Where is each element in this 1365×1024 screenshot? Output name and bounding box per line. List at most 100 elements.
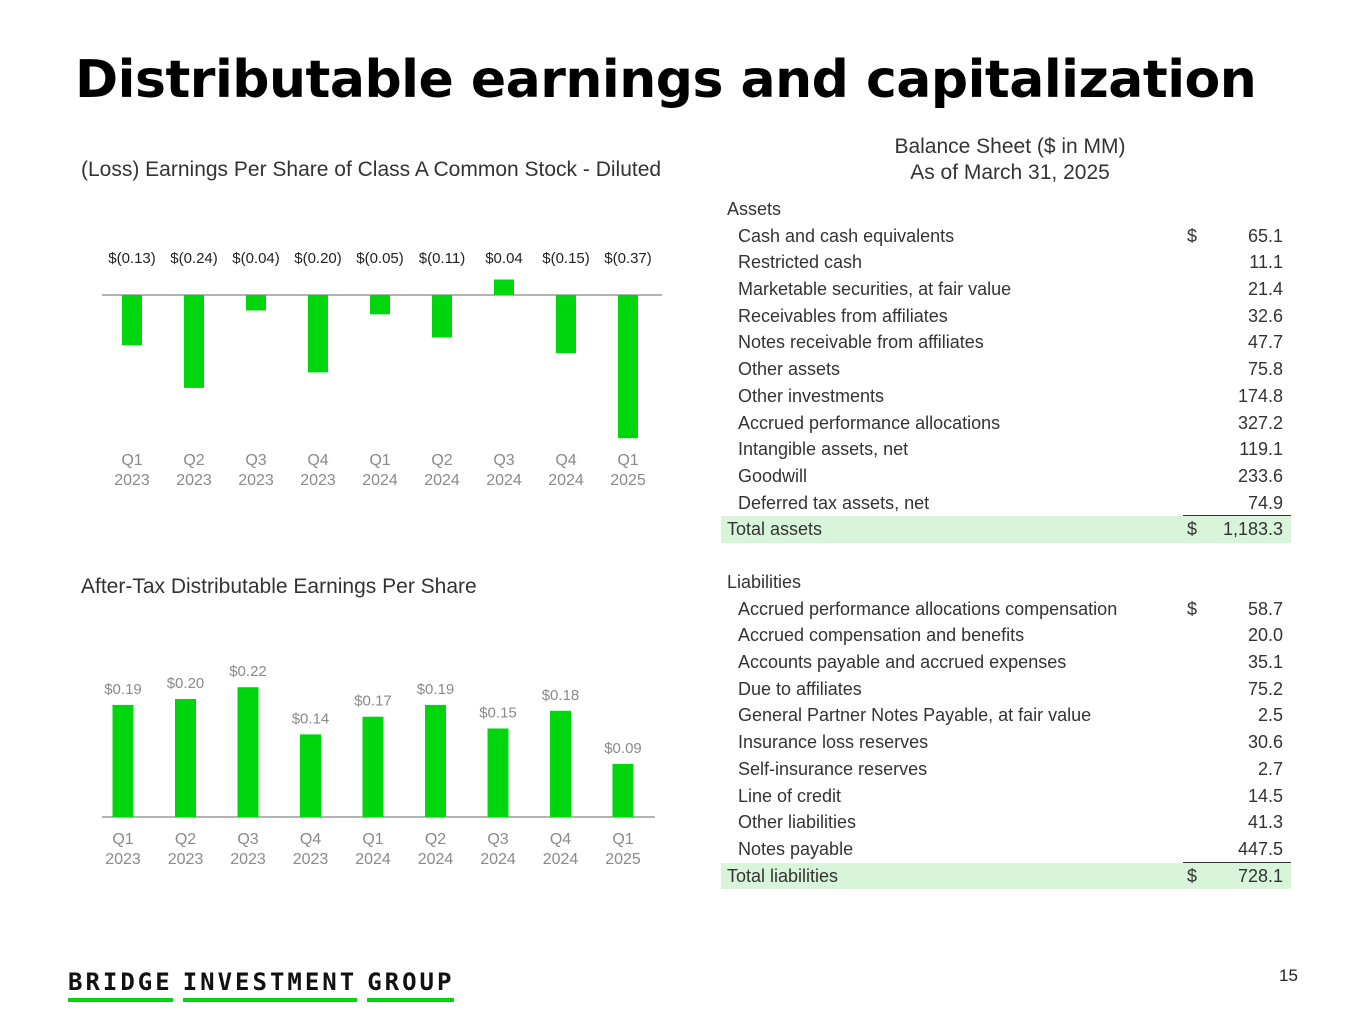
- eps-tick-label: Q1: [121, 452, 142, 469]
- de-tick-label: 2023: [105, 851, 141, 868]
- eps-data-label: $(0.13): [108, 250, 156, 267]
- eps-chart-title: (Loss) Earnings Per Share of Class A Com…: [81, 158, 662, 181]
- row-value: 2.7: [1257, 758, 1283, 779]
- eps-tick-label: 2023: [238, 472, 274, 489]
- table-row: Marketable securities, at fair value 21.4: [721, 276, 1291, 303]
- eps-tick-label: 2023: [300, 472, 336, 489]
- row-label: Other investments: [738, 385, 885, 406]
- table-row: Other liabilities 41.3: [721, 809, 1291, 836]
- de-chart-title: After-Tax Distributable Earnings Per Sha…: [81, 575, 477, 598]
- eps-bar: [184, 295, 204, 388]
- currency-symbol: $: [1187, 865, 1198, 886]
- table-row: Self-insurance reserves 2.7: [721, 756, 1291, 783]
- row-label: Total liabilities: [727, 865, 839, 886]
- eps-data-label: $(0.37): [604, 250, 652, 267]
- table-row: Accounts payable and accrued expenses 35.…: [721, 649, 1291, 676]
- de-data-label: $0.22: [229, 663, 267, 680]
- row-value: 20.0: [1247, 625, 1283, 646]
- de-tick-label: 2023: [293, 851, 329, 868]
- eps-tick-label: 2024: [362, 472, 398, 489]
- row-label: Self-insurance reserves: [738, 758, 928, 779]
- row-value: 2.5: [1257, 705, 1283, 726]
- row-label: Other assets: [738, 359, 841, 380]
- de-tick-label: 2023: [168, 851, 204, 868]
- row-label: Notes payable: [738, 838, 854, 859]
- row-value: 58.7: [1247, 598, 1283, 619]
- table-row: Notes payable 447.5: [721, 836, 1291, 863]
- eps-tick-label: 2025: [610, 472, 646, 489]
- row-label: Marketable securities, at fair value: [738, 279, 1012, 300]
- table-row: Accrued performance allocations compensa…: [721, 596, 1291, 623]
- row-label: Accrued performance allocations: [738, 412, 1001, 433]
- row-label: Line of credit: [738, 785, 842, 806]
- row-value: 30.6: [1247, 732, 1283, 753]
- row-label: Other liabilities: [738, 812, 857, 833]
- row-label: Intangible assets, net: [738, 439, 909, 460]
- de-tick-label: Q4: [300, 831, 321, 848]
- de-bar: [112, 704, 134, 817]
- eps-tick-label: 2023: [114, 472, 150, 489]
- de-tick-label: Q2: [175, 831, 196, 848]
- row-value: 1,183.3: [1222, 519, 1283, 540]
- de-tick-label: 2024: [355, 851, 391, 868]
- section-label: Liabilities: [727, 572, 802, 592]
- row-value: 65.1: [1247, 225, 1283, 246]
- row-label: Receivables from affiliates: [738, 305, 948, 326]
- currency-symbol: $: [1187, 225, 1198, 246]
- assets-table: Assets Cash and cash equivalents $65.1 Rest…: [721, 196, 1291, 543]
- eps-tick-label: 2024: [486, 472, 522, 489]
- table-row: Deferred tax assets, net 74.9: [721, 490, 1291, 517]
- section-label: Assets: [727, 199, 782, 219]
- liabilities-table: Liabilities Accrued performance allocatio…: [721, 569, 1291, 890]
- table-row: Receivables from affiliates 32.6: [721, 303, 1291, 330]
- eps-tick-label: 2024: [424, 472, 460, 489]
- eps-tick-label: Q1: [617, 452, 638, 469]
- eps-data-label: $(0.04): [232, 250, 280, 267]
- eps-tick-label: Q3: [245, 452, 266, 469]
- table-row: Other assets 75.8: [721, 356, 1291, 383]
- eps-bar-chart: $(0.13) Q1 2023 $(0.24) Q2 2023 $(0.04) Q3 2023 $…: [102, 250, 662, 489]
- de-bar: [425, 704, 446, 817]
- eps-bar: [122, 295, 142, 346]
- eps-tick-label: Q4: [307, 452, 328, 469]
- section-header: Liabilities: [721, 569, 1291, 596]
- row-value: 74.9: [1247, 492, 1283, 513]
- table-row: Goodwill 233.6: [721, 463, 1291, 490]
- de-tick-label: Q3: [487, 831, 508, 848]
- section-header: Assets: [721, 196, 1291, 223]
- balance-sheet-heading-line2: As of March 31, 2025: [910, 161, 1110, 184]
- row-value: 32.6: [1247, 305, 1283, 326]
- currency-symbol: $: [1187, 519, 1198, 540]
- logo-word: INVESTMENT: [182, 968, 358, 1002]
- eps-tick-label: Q4: [555, 452, 576, 469]
- de-bar: [487, 728, 509, 817]
- balance-sheet-heading: Balance Sheet ($ in MM) As of March 31, …: [820, 134, 1200, 186]
- row-value: 447.5: [1237, 838, 1283, 859]
- de-data-label: $0.09: [604, 740, 642, 757]
- balance-sheet-heading-line1: Balance Sheet ($ in MM): [894, 135, 1126, 158]
- eps-bar: [246, 295, 266, 311]
- de-bar: [175, 699, 196, 817]
- row-value: 119.1: [1239, 439, 1283, 460]
- row-value: 75.8: [1247, 359, 1283, 380]
- table-row: Accrued performance allocations 327.2: [721, 410, 1291, 437]
- de-data-label: $0.15: [479, 705, 517, 722]
- logo-word: BRIDGE: [68, 968, 173, 1002]
- total-row: Total assets $1,183.3: [721, 516, 1291, 543]
- eps-bar: [308, 295, 328, 373]
- row-value: 21.4: [1247, 279, 1283, 300]
- logo-word: GROUP: [367, 968, 455, 1002]
- eps-tick-label: 2023: [176, 472, 212, 489]
- row-label: Notes receivable from affiliates: [738, 332, 984, 353]
- eps-bar: [494, 279, 514, 295]
- currency-symbol: $: [1187, 598, 1198, 619]
- table-row: Notes receivable from affiliates 47.7: [721, 329, 1291, 356]
- row-label: Accrued compensation and benefits: [738, 625, 1025, 646]
- de-tick-label: 2023: [230, 851, 266, 868]
- row-value: 14.5: [1247, 785, 1283, 806]
- de-tick-label: 2024: [480, 851, 516, 868]
- de-bar: [362, 716, 384, 817]
- eps-bar: [432, 295, 452, 338]
- eps-bar: [556, 295, 576, 354]
- table-row: Restricted cash 11.1: [721, 249, 1291, 276]
